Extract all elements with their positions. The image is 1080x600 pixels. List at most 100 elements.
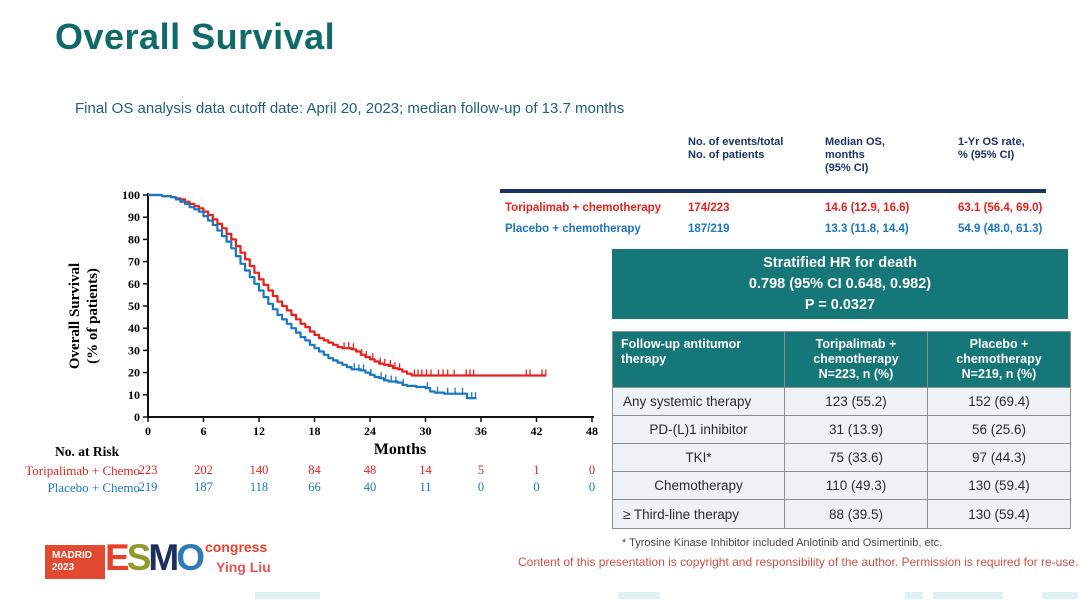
logo-year: 2023: [52, 562, 75, 573]
hr-line1: Stratified HR for death: [763, 254, 917, 271]
legend-placebo: Placebo + chemotherapy: [505, 223, 641, 235]
row-toripalimab-value: 110 (49.3): [785, 472, 928, 500]
hr-line2: 0.798 (95% CI 0.648, 0.982): [748, 275, 932, 292]
table-row: TKI* 75 (33.6) 97 (44.3): [613, 444, 1070, 472]
svg-text:90: 90: [128, 210, 140, 224]
x-axis-label: Months: [373, 441, 427, 458]
followup-header-toripalimab: Toripalimab + chemotherapy N=223, n (%): [785, 332, 928, 388]
svg-text:100: 100: [122, 188, 140, 202]
watermark-smudge: [618, 592, 660, 599]
risk-count: 0: [588, 463, 596, 477]
logo-city: MADRID: [52, 550, 92, 561]
watermark-smudge: [255, 592, 320, 599]
risk-count: 5: [477, 463, 485, 477]
svg-text:36: 36: [475, 424, 487, 438]
summary-row-toripalimab: Toripalimab + chemotherapy 174/223 14.6 …: [497, 202, 1063, 218]
risk-row-values-placebo: 219 187 118 66 40 11 0 0 0: [40, 480, 610, 495]
row-label: Chemotherapy: [613, 472, 785, 500]
madrid-2023-badge: MADRID 2023: [45, 545, 105, 579]
svg-text:60: 60: [128, 277, 140, 291]
row-toripalimab-value: 75 (33.6): [785, 444, 928, 472]
row-toripalimab-value: 31 (13.9): [785, 416, 928, 444]
table-row: ≥ Third-line therapy 88 (39.5) 130 (59.4…: [613, 500, 1070, 528]
row-placebo-value: 130 (59.4): [928, 472, 1070, 500]
table-row: PD-(L)1 inhibitor 31 (13.9) 56 (25.6): [613, 416, 1070, 444]
risk-count: 84: [308, 463, 321, 477]
row-label: ≥ Third-line therapy: [613, 500, 785, 528]
row-placebo-value: 56 (25.6): [928, 416, 1070, 444]
row-label: Any systemic therapy: [613, 388, 785, 416]
risk-row-label-placebo: Placebo + Chemo: [47, 480, 140, 495]
tki-footnote: * Tyrosine Kinase Inhibitor included Anl…: [622, 537, 943, 549]
esmo-letter-s: S: [126, 537, 152, 578]
copyright-notice: Content of this presentation is copyrigh…: [518, 555, 1079, 569]
page-title: Overall Survival: [55, 16, 336, 57]
toripalimab-os-rate: 63.1 (56.4, 69.0): [958, 202, 1043, 214]
risk-count: 219: [138, 480, 158, 494]
table-row: Chemotherapy 110 (49.3) 130 (59.4): [613, 472, 1070, 500]
esmo-letter-o: O: [176, 537, 205, 578]
svg-text:10: 10: [128, 388, 140, 402]
risk-count: 0: [477, 480, 485, 494]
svg-text:80: 80: [128, 232, 140, 246]
esmo-wordmark: ESMO: [105, 537, 205, 579]
svg-text:30: 30: [128, 343, 140, 357]
watermark-smudge: [933, 592, 1003, 599]
risk-row-label-toripalimab: Toripalimab + Chemo: [25, 463, 140, 478]
risk-count: 223: [138, 463, 158, 477]
placebo-os-rate: 54.9 (48.0, 61.3): [958, 223, 1043, 235]
svg-text:12: 12: [253, 424, 265, 438]
followup-header-placebo: Placebo + chemotherapy N=219, n (%): [928, 332, 1070, 388]
toripalimab-median-os: 14.6 (12.9, 16.6): [825, 202, 910, 214]
risk-count: 11: [419, 480, 432, 494]
os-summary-table: No. of events/total No. of patients Medi…: [497, 133, 1063, 245]
row-placebo-value: 152 (69.4): [928, 388, 1070, 416]
placebo-median-os: 13.3 (11.8, 14.4): [825, 223, 909, 235]
summary-header-events: No. of events/total No. of patients: [688, 136, 784, 161]
followup-therapy-table: Follow-up antitumor therapy Toripalimab …: [612, 331, 1071, 529]
row-toripalimab-value: 123 (55.2): [785, 388, 928, 416]
svg-text:70: 70: [128, 255, 140, 269]
toripalimab-events: 174/223: [688, 202, 730, 214]
row-label: PD-(L)1 inhibitor: [613, 416, 785, 444]
summary-header-divider: [500, 189, 1046, 193]
svg-text:18: 18: [309, 424, 321, 438]
presenter-name: Ying Liu: [216, 559, 271, 575]
hr-line3: P = 0.0327: [804, 296, 876, 313]
risk-count: 118: [249, 480, 269, 494]
esmo-letter-m: M: [148, 537, 179, 578]
stratified-hr-box: Stratified HR for death 0.798 (95% CI 0.…: [612, 249, 1068, 319]
km-survival-plot: 0 10 20 30 40 50 60 70 80 90 100 0 6 12 18 24 30 36 42 48: [122, 188, 598, 438]
risk-row-values-toripalimab: 223 202 140 84 48 14 5 1 0: [40, 463, 610, 478]
svg-text:0: 0: [134, 410, 140, 424]
risk-table-title: No. at Risk: [55, 444, 120, 459]
svg-text:50: 50: [128, 299, 140, 313]
row-label: TKI*: [613, 444, 785, 472]
risk-count: 202: [194, 463, 213, 477]
summary-header-median-os: Median OS, months (95% CI): [825, 136, 885, 174]
svg-text:48: 48: [586, 424, 598, 438]
risk-count: 66: [308, 480, 321, 494]
summary-header-os-rate: 1-Yr OS rate, % (95% CI): [958, 136, 1025, 161]
table-row: Any systemic therapy 123 (55.2) 152 (69.…: [613, 388, 1070, 416]
svg-text:42: 42: [531, 424, 543, 438]
row-placebo-value: 97 (44.3): [928, 444, 1070, 472]
risk-count: 40: [363, 480, 377, 494]
summary-row-placebo: Placebo + chemotherapy 187/219 13.3 (11.…: [497, 223, 1063, 239]
svg-text:0: 0: [145, 424, 151, 438]
row-placebo-value: 130 (59.4): [968, 506, 1030, 522]
legend-toripalimab: Toripalimab + chemotherapy: [505, 202, 662, 214]
followup-header-therapy: Follow-up antitumor therapy: [613, 332, 785, 388]
esmo-letter-e: E: [105, 537, 130, 578]
row-toripalimab-value: 88 (39.5): [785, 500, 928, 528]
svg-text:20: 20: [128, 366, 140, 380]
svg-text:24: 24: [364, 424, 376, 438]
svg-text:6: 6: [201, 424, 207, 438]
followup-header-row: Follow-up antitumor therapy Toripalimab …: [613, 332, 1070, 388]
placebo-events: 187/219: [688, 223, 730, 235]
risk-count: 14: [419, 463, 432, 477]
watermark-smudge: [1042, 592, 1078, 599]
svg-text:40: 40: [128, 321, 140, 335]
risk-count: 1: [533, 463, 540, 477]
